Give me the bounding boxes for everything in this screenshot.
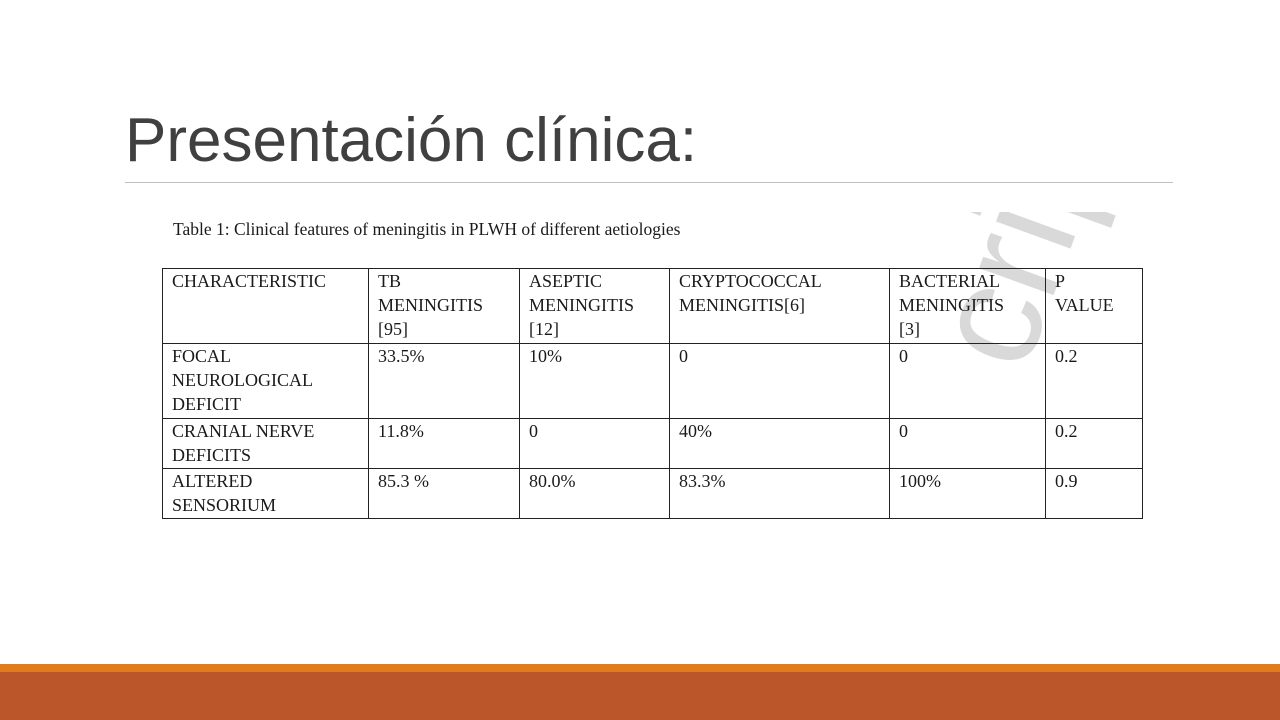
table-cell: 11.8%: [368, 418, 520, 469]
table-cell: ALTERED SENSORIUM: [162, 468, 369, 519]
table-cell: 0: [669, 343, 890, 419]
column-header: BACTERIAL MENINGITIS [3]: [889, 268, 1046, 344]
column-header: TB MENINGITIS [95]: [368, 268, 520, 344]
table-cell: 0.9: [1045, 468, 1143, 519]
column-header: P VALUE: [1045, 268, 1143, 344]
table-cell: 33.5%: [368, 343, 520, 419]
table-row: CRANIAL NERVE DEFICITS 11.8% 0 40% 0 0.2: [162, 418, 1143, 469]
column-header: ASEPTIC MENINGITIS [12]: [519, 268, 670, 344]
table-cell: 0.2: [1045, 418, 1143, 469]
table-row: FOCAL NEUROLOGICAL DEFICIT 33.5% 10% 0 0…: [162, 343, 1143, 419]
title-divider: [125, 182, 1173, 183]
table-cell: 83.3%: [669, 468, 890, 519]
table-cell: 80.0%: [519, 468, 670, 519]
table-caption: Table 1: Clinical features of meningitis…: [173, 219, 681, 239]
table-cell: CRANIAL NERVE DEFICITS: [162, 418, 369, 469]
clinical-features-table: CHARACTERISTIC TB MENINGITIS [95] ASEPTI…: [162, 268, 1143, 519]
table-cell: FOCAL NEUROLOGICAL DEFICIT: [162, 343, 369, 419]
table-row: ALTERED SENSORIUM 85.3 % 80.0% 83.3% 100…: [162, 468, 1143, 519]
table-cell: 10%: [519, 343, 670, 419]
footer-accent-stripe: [0, 664, 1280, 672]
footer-bar: [0, 672, 1280, 720]
table-cell: 40%: [669, 418, 890, 469]
table-figure: Table 1: Clinical features of meningitis…: [160, 212, 1145, 537]
table-cell: 0: [889, 418, 1046, 469]
table-cell: 0.2: [1045, 343, 1143, 419]
table-cell: 100%: [889, 468, 1046, 519]
table-header-row: CHARACTERISTIC TB MENINGITIS [95] ASEPTI…: [162, 268, 1143, 344]
table-cell: 85.3 %: [368, 468, 520, 519]
column-header: CRYPTOCOCCAL MENINGITIS[6]: [669, 268, 890, 344]
column-header: CHARACTERISTIC: [162, 268, 369, 344]
slide-title: Presentación clínica:: [125, 106, 698, 175]
table-cell: 0: [889, 343, 1046, 419]
table-cell: 0: [519, 418, 670, 469]
